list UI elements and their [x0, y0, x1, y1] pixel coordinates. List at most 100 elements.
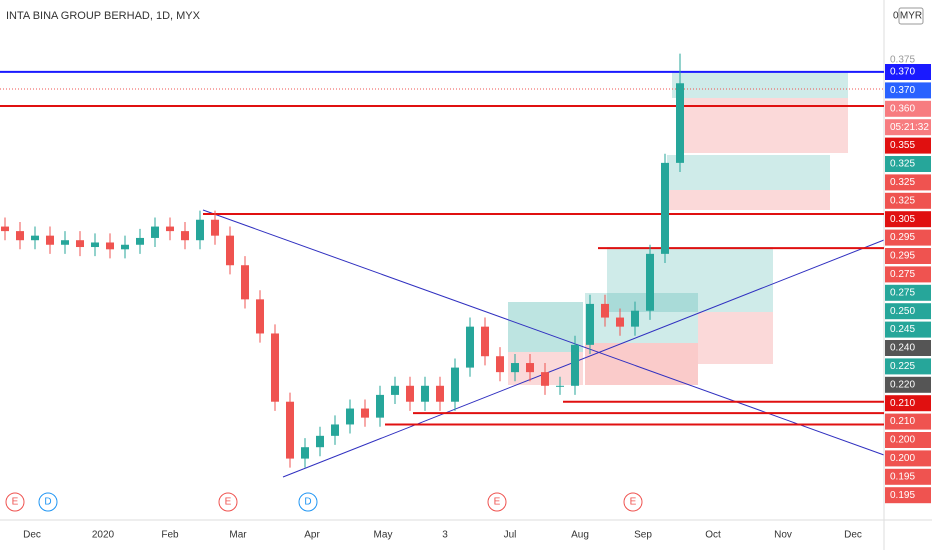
price-label: 0.210 [890, 398, 915, 409]
candle-body [196, 219, 204, 241]
price-label: 0.240 [890, 343, 915, 354]
price-label-bg [885, 413, 931, 430]
price-label: 0.325 [890, 159, 915, 170]
price-label: 05:21:32 [890, 122, 929, 133]
price-label: 0.225 [890, 361, 915, 372]
x-tick-label: Oct [705, 530, 721, 541]
x-tick-label: Nov [774, 530, 792, 541]
candle-body [451, 367, 459, 402]
price-label-bg [885, 64, 931, 80]
event-marker [38, 492, 58, 512]
event-label: E [630, 497, 637, 508]
candle-body [181, 231, 189, 241]
x-tick-label: Aug [571, 530, 589, 541]
price-label-bg [885, 487, 931, 504]
price-label: 0.250 [890, 306, 915, 317]
event-label: E [12, 497, 19, 508]
candle-body [376, 394, 384, 418]
price-label: 0.370 [890, 67, 915, 78]
event-label: E [225, 497, 232, 508]
price-label-bg [885, 174, 931, 191]
price-label-bg [885, 211, 931, 228]
candle-body [256, 299, 264, 334]
candle-body [391, 385, 399, 395]
price-label-bg [885, 432, 931, 448]
candle-body [526, 363, 534, 373]
event-marker [5, 492, 25, 512]
currency-box [898, 7, 924, 25]
price-label-bg [885, 100, 931, 117]
price-label-bg [885, 137, 931, 154]
candle-body [31, 235, 39, 241]
candle-body [511, 363, 519, 373]
event-marker [218, 492, 238, 512]
candle-body [46, 235, 54, 245]
x-tick-label: Apr [304, 530, 320, 541]
candle-body [301, 447, 309, 459]
price-label-bg [885, 468, 931, 485]
candle-body [121, 244, 129, 250]
event-label: E [494, 497, 501, 508]
price-label: 0.275 [890, 269, 915, 280]
candle-body [466, 326, 474, 368]
x-tick-label: 3 [442, 530, 448, 541]
price-label-bg [885, 248, 931, 264]
candle-body [346, 408, 354, 425]
candle-body [151, 226, 159, 238]
candle-body [106, 242, 114, 250]
price-label-bg [885, 450, 931, 467]
chart-title: INTA BINA GROUP BERHAD, 1D, MYX [6, 10, 201, 22]
price-label-bg [885, 284, 931, 301]
price-label-bg [885, 321, 931, 338]
price-label-bg [885, 395, 931, 412]
x-tick-label: Sep [634, 530, 652, 541]
currency: MYR [900, 11, 922, 22]
x-tick-label: May [374, 530, 393, 541]
candle-body [76, 240, 84, 248]
x-tick-label: Feb [161, 530, 179, 541]
candle-body [646, 253, 654, 311]
candle-body [166, 226, 174, 232]
x-tick-label: 2020 [92, 530, 115, 541]
price-label-bg [885, 340, 931, 356]
candle-body [241, 265, 249, 300]
candle-body [436, 385, 444, 402]
candle-body [1, 226, 9, 232]
x-tick-label: Dec [23, 530, 41, 541]
candle-body [481, 326, 489, 357]
position-tools [202, 72, 885, 478]
price-label: 0.355 [890, 140, 915, 151]
price-label: 0.220 [890, 379, 915, 390]
price-label-bg [885, 358, 931, 375]
event-label: D [44, 497, 51, 508]
candle-body [316, 435, 324, 448]
price-label-bg [885, 192, 931, 209]
price-label-bg [885, 376, 931, 393]
price-label: 0.295 [890, 232, 915, 243]
price-label-bg [885, 82, 931, 99]
candle-body [211, 219, 219, 236]
candle-body [556, 385, 564, 387]
candle-body [61, 240, 69, 245]
price-label: 0.275 [890, 287, 915, 298]
candle-body [586, 303, 594, 345]
candle-body [616, 317, 624, 327]
candle-body [421, 385, 429, 402]
price-label: 0.360 [890, 103, 915, 114]
price-label: 0.325 [890, 195, 915, 206]
x-tick-label: Dec [844, 530, 862, 541]
event-marker [623, 492, 643, 512]
price-label: 0.325 [890, 177, 915, 188]
candle-body [571, 344, 579, 386]
event-marker [487, 492, 507, 512]
candle-body [676, 83, 684, 163]
price-label: 0.295 [890, 251, 915, 262]
candle-body [661, 162, 669, 254]
price-label-bg [885, 303, 931, 320]
price-label: 0.195 [890, 471, 915, 482]
hidden-tick: 0.375 [890, 55, 915, 66]
price-label: 0.200 [890, 435, 915, 446]
price-label: 0.245 [890, 324, 915, 335]
price-label-bg [885, 119, 931, 136]
